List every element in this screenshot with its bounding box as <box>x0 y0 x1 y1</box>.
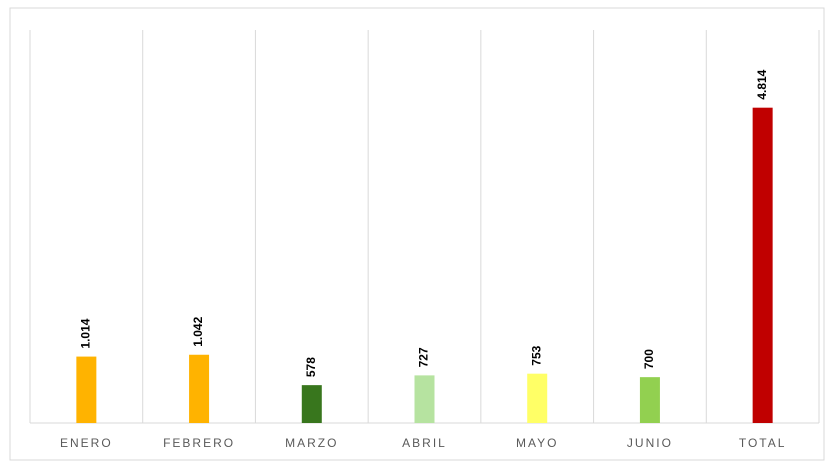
bar <box>301 385 322 423</box>
bar <box>414 375 435 423</box>
x-tick-label: ABRIL <box>402 436 447 450</box>
value-label: 700 <box>642 349 656 369</box>
bar <box>527 373 548 423</box>
value-label: 578 <box>304 357 318 377</box>
x-tick-label: ENERO <box>60 436 113 450</box>
value-label: 727 <box>417 347 431 367</box>
bar <box>752 107 773 424</box>
x-tick-label: TOTAL <box>739 436 787 450</box>
value-label: 753 <box>529 345 543 365</box>
bar <box>76 356 97 423</box>
value-label: 1.042 <box>191 316 205 346</box>
bar <box>189 354 210 423</box>
x-tick-label: MARZO <box>285 436 338 450</box>
x-tick-label: FEBRERO <box>163 436 235 450</box>
x-tick-label: JUNIO <box>627 436 673 450</box>
value-label: 4.814 <box>755 69 769 99</box>
bar <box>639 377 660 423</box>
value-label: 1.014 <box>79 318 93 348</box>
x-tick-label: MAYO <box>516 436 558 450</box>
